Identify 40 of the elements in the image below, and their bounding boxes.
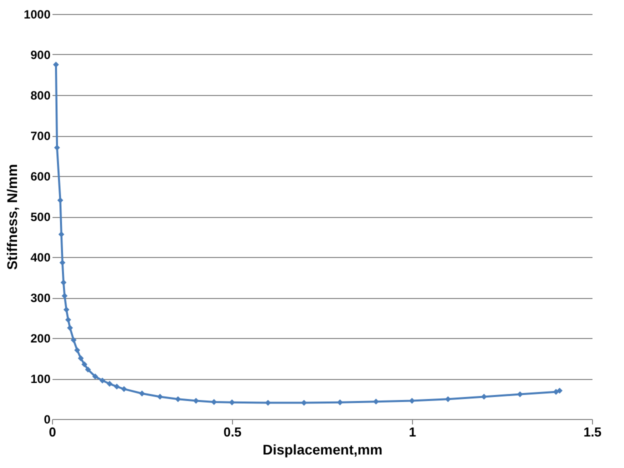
point [106, 380, 113, 387]
y-axis-title: Stiffness, N/mm [4, 164, 20, 270]
point [99, 378, 106, 384]
point [481, 394, 487, 400]
point [85, 366, 91, 373]
point [301, 400, 307, 406]
x-axis-title: Displacement,mm [262, 442, 382, 458]
y-tick-label: 700 [30, 129, 51, 143]
y-tick-label: 900 [30, 48, 51, 62]
point [337, 399, 343, 406]
point [78, 355, 84, 362]
point [92, 374, 98, 380]
x-tick-label: 1.5 [583, 424, 602, 440]
point [517, 391, 523, 398]
y-tick-label: 0 [44, 412, 51, 426]
y-tick-label: 400 [30, 250, 51, 264]
point [63, 306, 70, 313]
y-tick-label: 500 [30, 210, 51, 224]
y-tick-label: 200 [30, 332, 51, 346]
point [175, 396, 181, 402]
point [157, 394, 163, 400]
y-tick-label: 300 [30, 291, 51, 305]
point [229, 399, 235, 406]
point [65, 316, 72, 323]
point [114, 384, 120, 390]
point [74, 347, 80, 354]
point [70, 337, 77, 343]
x-tick-label: 1 [408, 424, 416, 440]
x-tick-label: 0.5 [223, 424, 242, 440]
point [409, 398, 415, 404]
y-tick-label: 1000 [24, 8, 51, 22]
point [67, 324, 73, 331]
y-tick-label: 100 [30, 372, 51, 386]
y-tick-label: 600 [30, 170, 51, 184]
point [265, 400, 271, 406]
point [373, 398, 379, 405]
point [81, 361, 88, 368]
point [556, 388, 563, 394]
y-tick-label: 800 [30, 88, 51, 102]
point [193, 398, 199, 404]
